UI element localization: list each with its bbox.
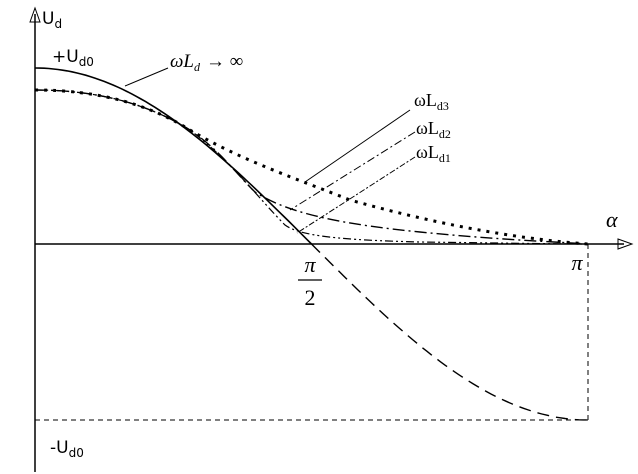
y-axis-label: Ud (42, 9, 62, 31)
leader (289, 131, 416, 211)
infinite-label: ωLd → ∞ (170, 51, 243, 74)
leader (296, 156, 416, 234)
leader (124, 67, 169, 87)
curve-label: ωLd2 (416, 118, 451, 141)
plus-level-label: +Ud0 (52, 47, 94, 69)
half-pi-numerator: π (304, 252, 316, 277)
x-axis-label: α (606, 207, 618, 232)
curve-d1 (34, 89, 589, 245)
curve-d2 (34, 89, 589, 245)
minus-level-label: -Ud0 (50, 438, 84, 460)
leader (304, 109, 411, 183)
half-pi-denominator: 2 (305, 285, 316, 310)
pi-tick: π (571, 250, 583, 275)
curve-infinite (34, 67, 313, 245)
x-arrow (617, 238, 634, 250)
curve-infinite-negative (311, 243, 589, 421)
curve-label: ωLd1 (416, 142, 451, 165)
curve-label: ωLd3 (414, 90, 449, 113)
curve-d3 (34, 88, 589, 246)
y-arrow (29, 6, 41, 23)
